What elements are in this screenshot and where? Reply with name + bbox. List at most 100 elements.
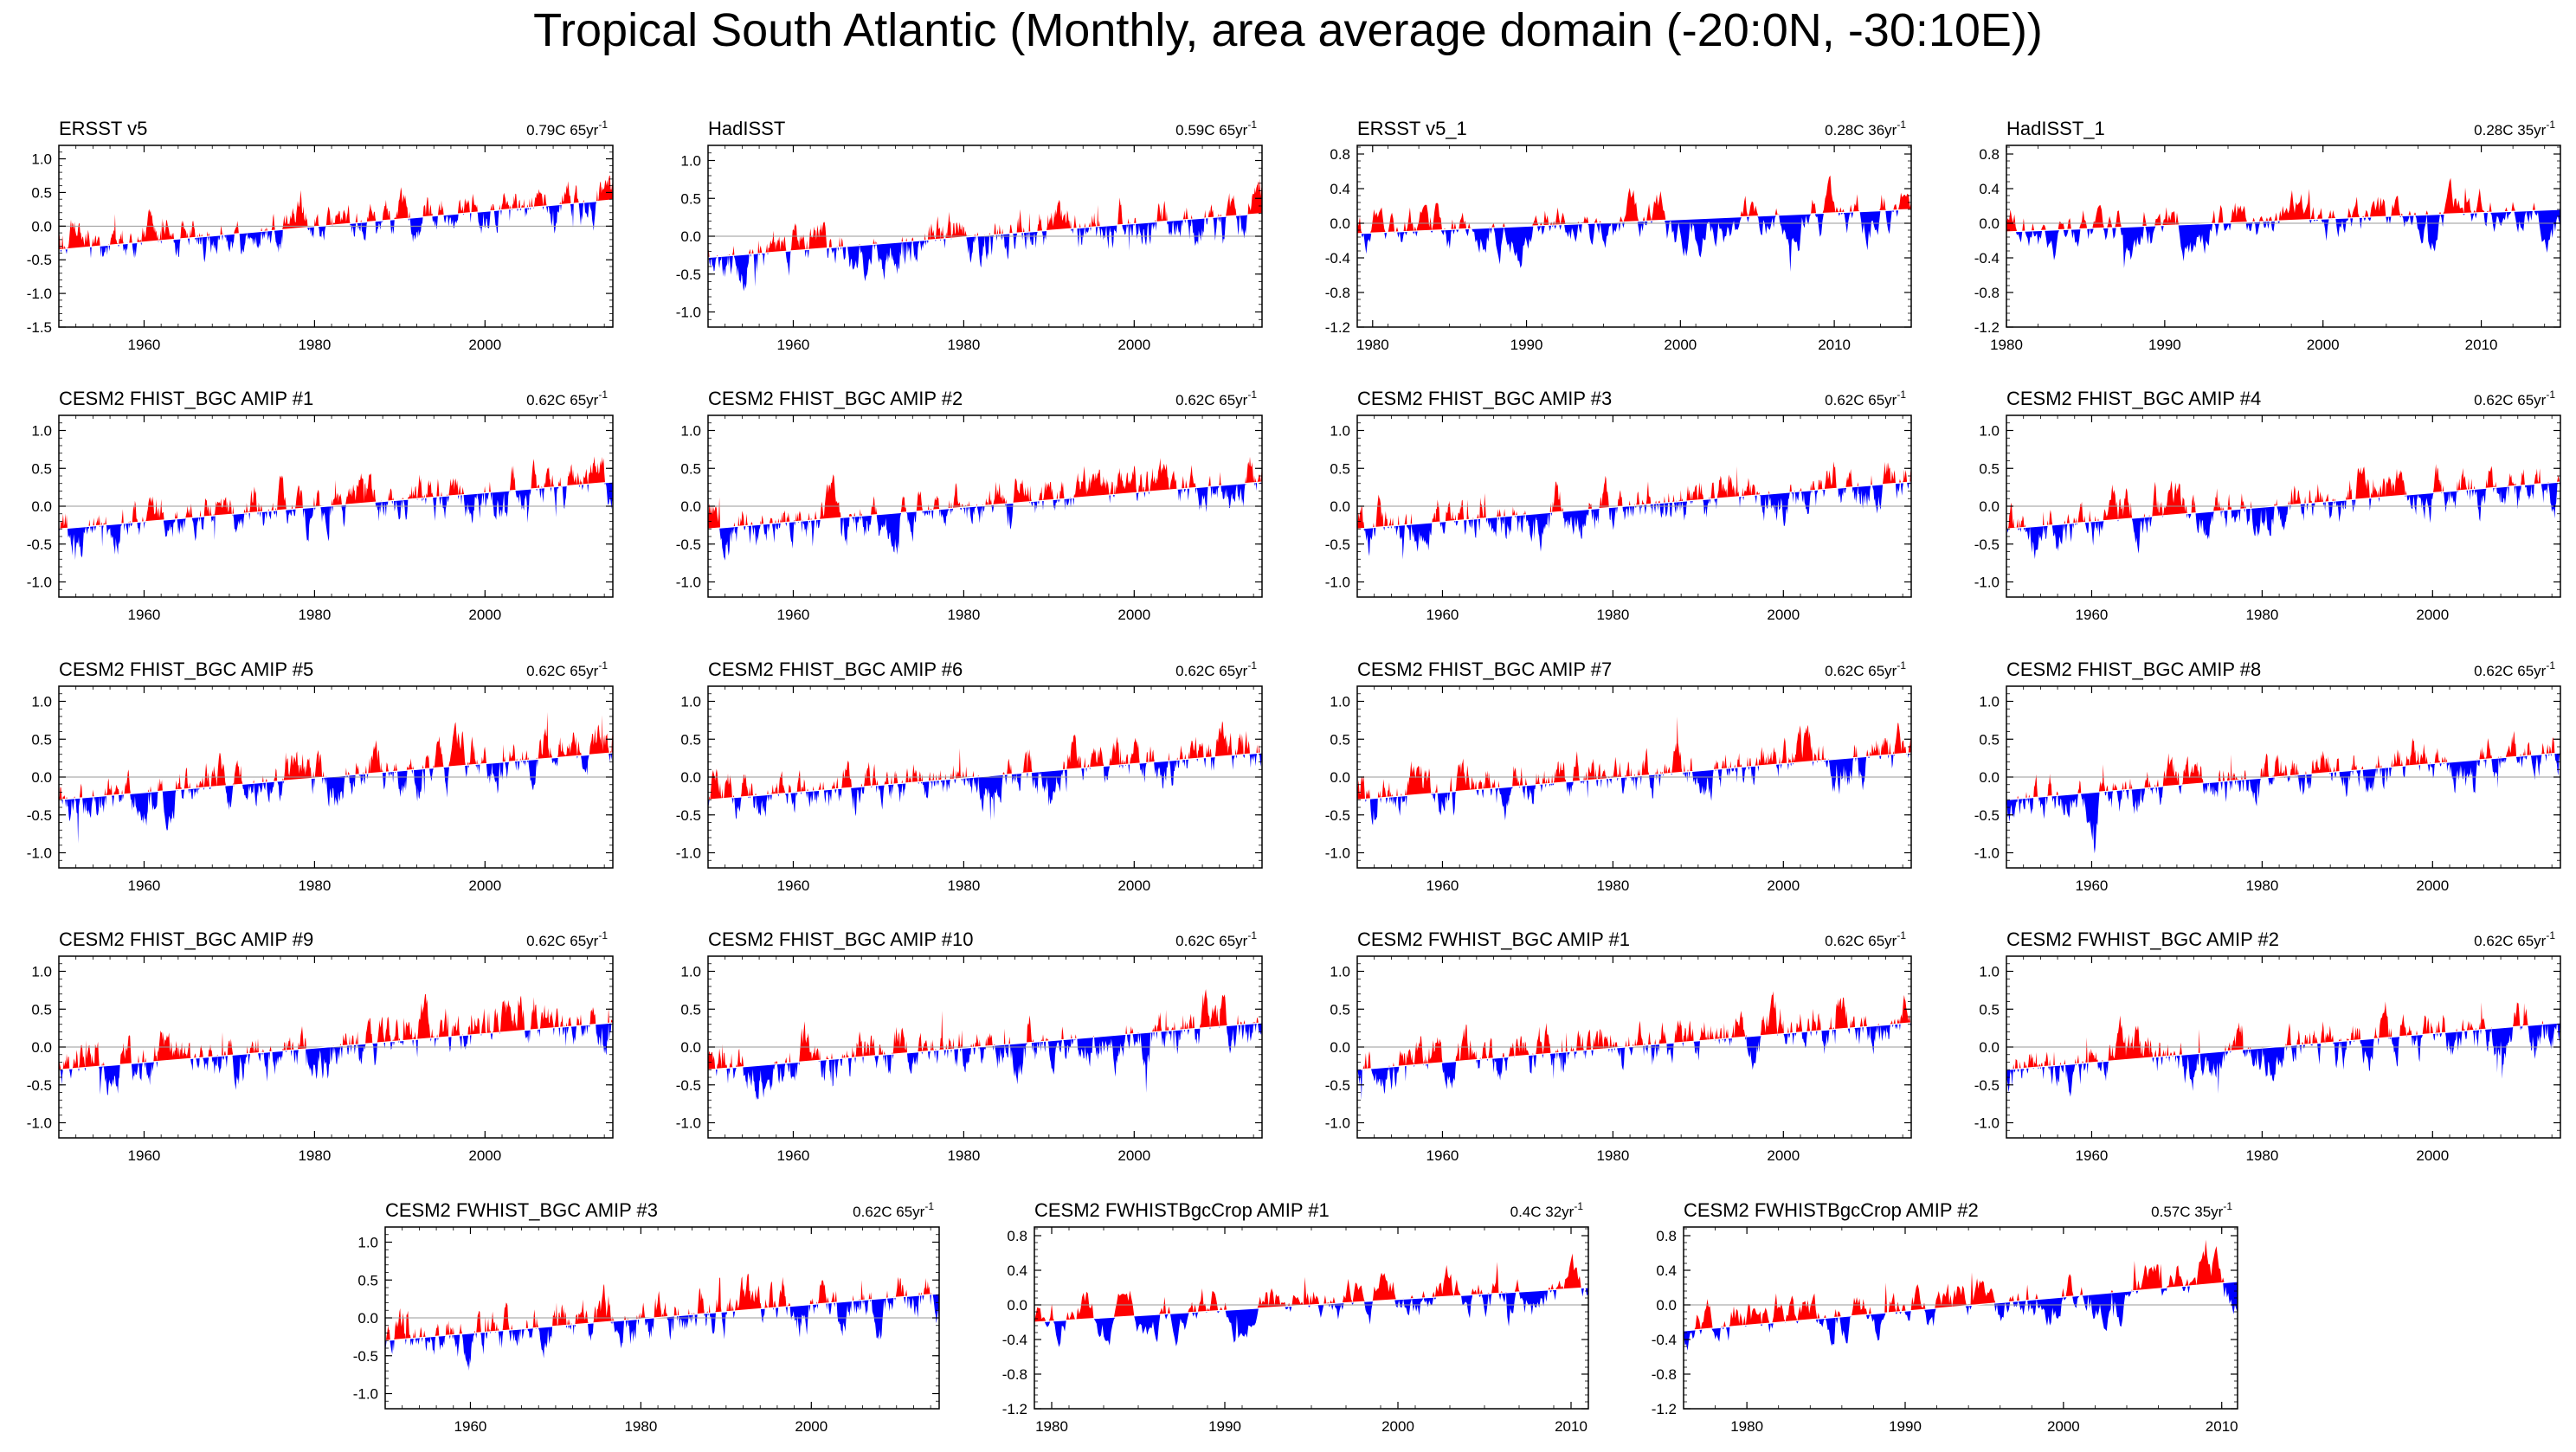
chart-panel: CESM2 FHIST_BGC AMIP #6 0.62C 65yr-1 1.0 0.…: [676, 659, 1263, 894]
x-tick-label: 1980: [2245, 607, 2278, 623]
chart-panel: CESM2 FHIST_BGC AMIP #7 0.62C 65yr-1 1.0 0.…: [1325, 659, 1912, 894]
x-tick-label: 2000: [1381, 1418, 1414, 1435]
trend-label-sup: -1: [2223, 1200, 2232, 1212]
y-tick-label: 0.5: [1330, 460, 1350, 477]
x-tick-label: 2010: [2206, 1418, 2238, 1435]
y-tick-label: -0.5: [1974, 1077, 2000, 1094]
y-tick-label: -0.5: [1974, 536, 2000, 553]
trend-label-sup: -1: [598, 929, 608, 941]
trend-label: 0.62C 65yr-1: [1175, 389, 1257, 408]
trend-line: [1356, 752, 1912, 800]
y-tick-label: 0.0: [31, 218, 52, 235]
y-tick-label: -0.8: [1325, 285, 1350, 301]
x-tick-label: 1980: [947, 607, 980, 623]
x-tick-label: 1980: [1596, 877, 1629, 894]
panel-title: CESM2 FWHISTBgcCrop AMIP #2: [1684, 1199, 1979, 1221]
trend-label-sup: -1: [1897, 659, 1906, 671]
y-tick-label: -0.4: [1974, 250, 2000, 267]
y-tick-label: -0.4: [1652, 1332, 1677, 1348]
trend-line: [707, 1022, 1263, 1070]
trend-label-sup: -1: [1247, 929, 1257, 941]
trend-label: 0.62C 65yr-1: [2474, 389, 2555, 408]
y-tick-label: -0.5: [676, 536, 701, 553]
y-tick-label: 0.5: [31, 1001, 52, 1018]
x-tick-label: 2000: [468, 877, 501, 894]
trend-line: [707, 481, 1263, 530]
chart-panel: CESM2 FWHIST_BGC AMIP #1 0.62C 65yr-1 1.0 0…: [1325, 928, 1912, 1164]
negative-anomaly-area: [2006, 753, 2560, 854]
y-tick-label: 0.0: [1330, 769, 1350, 786]
trend-label: 0.62C 65yr-1: [853, 1200, 934, 1220]
y-tick-label: 0.5: [680, 1001, 701, 1018]
panel-title: ERSST v5: [59, 118, 147, 139]
trend-line: [58, 199, 614, 251]
y-tick-label: 0.0: [1330, 215, 1350, 232]
y-tick-label: 1.0: [31, 964, 52, 980]
y-tick-label: 0.0: [1330, 1039, 1350, 1056]
trend-label: 0.62C 65yr-1: [2474, 659, 2555, 679]
chart-panel: CESM2 FWHISTBgcCrop AMIP #1 0.4C 32yr-1 0.…: [1002, 1199, 1589, 1435]
y-tick-label: -1.5: [27, 319, 52, 336]
negative-anomaly-area: [708, 482, 1262, 561]
y-tick-label: 1.0: [31, 694, 52, 710]
positive-anomaly-area: [59, 456, 613, 530]
trend-line: [1683, 1281, 2238, 1332]
negative-anomaly-area: [708, 1023, 1262, 1100]
chart-panel: CESM2 FHIST_BGC AMIP #3 0.62C 65yr-1 1.0 0.…: [1325, 388, 1912, 623]
x-tick-label: 1990: [1510, 337, 1543, 353]
x-tick-label: 2010: [2465, 337, 2498, 353]
y-tick-label: 1.0: [357, 1235, 378, 1251]
y-tick-label: 1.0: [680, 964, 701, 980]
y-tick-label: 0.0: [1979, 215, 2000, 232]
negative-anomaly-area: [1684, 1282, 2238, 1351]
chart-panel: HadISST_1 0.28C 35yr-1 0.8 0.4 0.0 -0.4 -0.8 -1…: [1974, 118, 2561, 353]
x-tick-label: 1980: [1035, 1418, 1068, 1435]
x-tick-label: 2000: [1117, 607, 1150, 623]
y-tick-label: -1.0: [353, 1386, 378, 1403]
trend-label: 0.28C 35yr-1: [2474, 119, 2555, 138]
y-tick-label: 1.0: [680, 423, 701, 440]
trend-line: [1356, 481, 1912, 530]
x-tick-label: 2000: [1767, 1147, 1800, 1164]
y-tick-label: 1.0: [31, 423, 52, 440]
y-tick-label: 0.0: [1330, 498, 1350, 515]
y-tick-label: -1.0: [676, 575, 701, 591]
positive-anomaly-area: [1357, 716, 1911, 800]
x-tick-label: 2000: [1117, 1147, 1150, 1164]
trend-label-sup: -1: [1897, 389, 1906, 401]
panel-title: CESM2 FHIST_BGC AMIP #4: [2006, 388, 2261, 409]
trend-label-sup: -1: [598, 119, 608, 131]
trend-label: 0.79C 65yr-1: [526, 119, 608, 138]
y-tick-label: 0.5: [1979, 1001, 2000, 1018]
x-tick-label: 1980: [2245, 877, 2278, 894]
x-tick-label: 1960: [2076, 877, 2109, 894]
panel-title: CESM2 FHIST_BGC AMIP #9: [59, 928, 313, 950]
y-tick-label: -0.5: [1325, 1077, 1350, 1094]
trend-label: 0.62C 65yr-1: [1175, 659, 1257, 679]
panel-title: CESM2 FHIST_BGC AMIP #10: [708, 928, 973, 950]
x-tick-label: 1960: [1426, 1147, 1459, 1164]
y-tick-label: 0.0: [31, 769, 52, 786]
panel-title: CESM2 FHIST_BGC AMIP #8: [2006, 659, 2261, 680]
trend-label-sup: -1: [1247, 119, 1257, 131]
y-tick-label: -1.0: [676, 305, 701, 321]
trend-line: [1034, 1287, 1589, 1323]
chart-panel: CESM2 FHIST_BGC AMIP #1 0.62C 65yr-1 1.0 0.…: [27, 388, 614, 623]
y-tick-label: 0.5: [680, 731, 701, 748]
y-tick-label: -0.5: [1974, 807, 2000, 824]
y-tick-label: 0.8: [1007, 1228, 1027, 1244]
y-tick-label: 0.4: [1979, 181, 2000, 197]
panel-title: CESM2 FWHIST_BGC AMIP #3: [385, 1199, 658, 1221]
y-tick-label: -0.5: [27, 807, 52, 824]
y-tick-label: 0.5: [31, 460, 52, 477]
trend-line: [58, 481, 614, 530]
panel-title: HadISST_1: [2006, 118, 2105, 139]
y-tick-label: 0.0: [1979, 769, 2000, 786]
y-tick-label: -0.5: [27, 536, 52, 553]
trend-label: 0.57C 35yr-1: [2151, 1200, 2232, 1220]
trend-label-sup: -1: [598, 389, 608, 401]
chart-panel: ERSST v5_1 0.28C 36yr-1 0.8 0.4 0.0 -0.4 -0.8 -…: [1325, 118, 1912, 353]
y-tick-label: 0.4: [1330, 181, 1350, 197]
trend-line: [2006, 1022, 2561, 1070]
y-tick-label: -1.2: [1974, 319, 2000, 336]
